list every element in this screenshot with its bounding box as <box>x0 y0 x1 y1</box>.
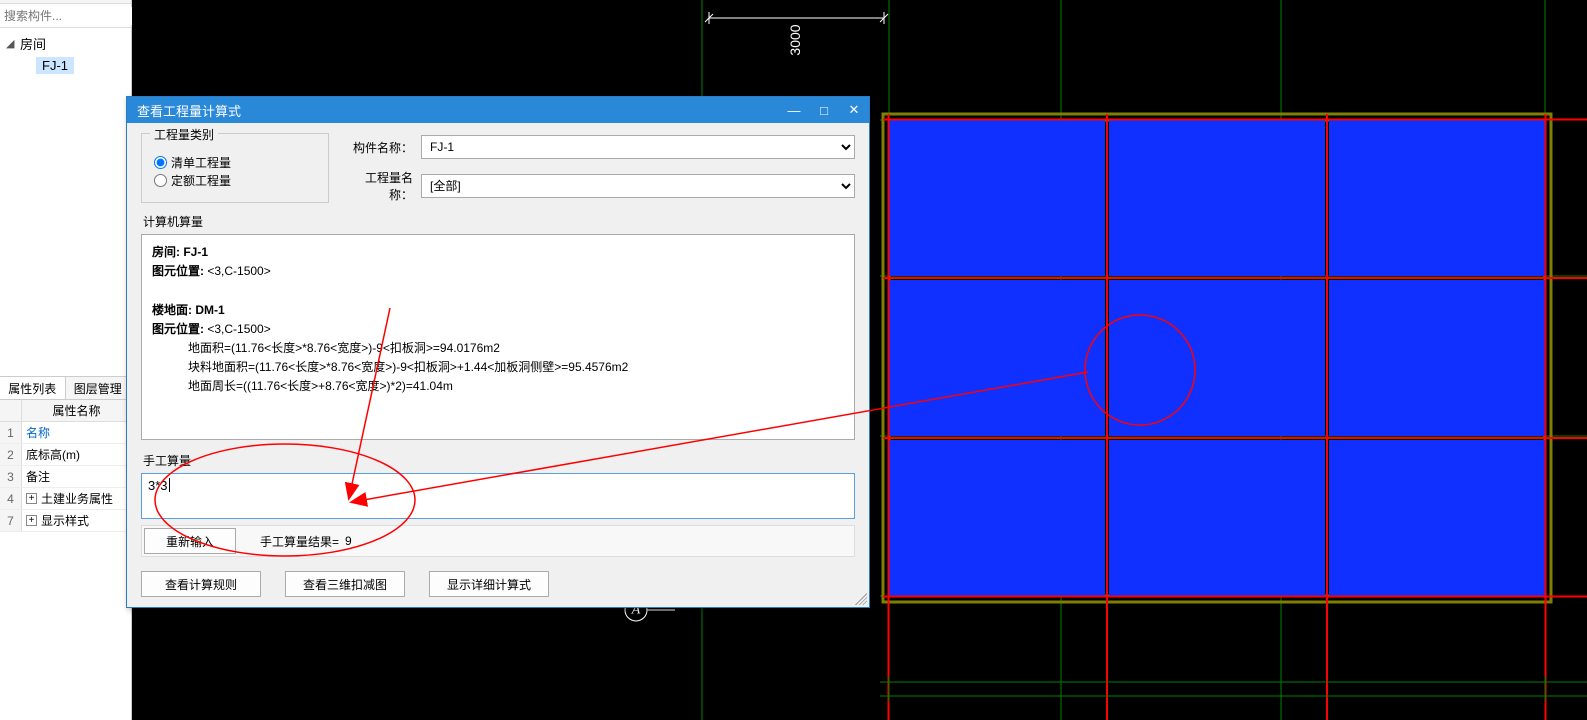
qty-type-group: 工程量类别 清单工程量 定额工程量 <box>141 133 329 203</box>
radio-list-qty[interactable]: 清单工程量 <box>154 154 231 171</box>
expand-icon[interactable]: + <box>26 515 37 526</box>
reinput-button[interactable]: 重新输入 <box>144 528 236 554</box>
prop-header: 属性名称 <box>22 400 131 421</box>
minimize-button[interactable]: — <box>779 97 809 123</box>
view-3d-button[interactable]: 查看三维扣减图 <box>285 571 405 597</box>
table-row: 1名称 <box>0 422 131 444</box>
qty-name-select[interactable]: [全部] <box>421 174 855 198</box>
qty-type-legend: 工程量类别 <box>150 126 218 143</box>
tree-root-label: 房间 <box>20 34 46 53</box>
dialog-titlebar[interactable]: 查看工程量计算式 — □ ✕ <box>127 97 869 123</box>
prop-name[interactable]: 名称 <box>22 422 131 443</box>
calc-dialog: 查看工程量计算式 — □ ✕ 工程量类别 清单工程量 定额工程量 构件名称： F… <box>126 96 870 608</box>
maximize-button[interactable]: □ <box>809 97 839 123</box>
manual-calc-title: 手工算量 <box>143 452 855 469</box>
radio-quota-qty-input[interactable] <box>154 174 167 187</box>
prop-bottom-elev[interactable]: 底标高(m) <box>22 444 131 465</box>
prop-civil-attrs[interactable]: +土建业务属性 <box>22 488 131 509</box>
prop-display-style[interactable]: +显示样式 <box>22 510 131 531</box>
svg-text:3000: 3000 <box>787 24 803 55</box>
view-rule-button[interactable]: 查看计算规则 <box>141 571 261 597</box>
tree-item-fj1[interactable]: FJ-1 <box>6 54 131 76</box>
component-search: 🔍 <box>0 4 131 28</box>
manual-calc-input[interactable]: 3*3 <box>141 473 855 519</box>
left-tabs: 属性列表 图层管理 <box>0 376 131 400</box>
table-row: 2底标高(m) <box>0 444 131 466</box>
table-row: 3备注 <box>0 466 131 488</box>
manual-result-value <box>339 530 854 552</box>
qty-name-label: 工程量名称： <box>343 169 413 203</box>
dialog-title: 查看工程量计算式 <box>137 101 779 120</box>
table-row: 4+土建业务属性 <box>0 488 131 510</box>
caret-down-icon: ◢ <box>6 37 20 50</box>
tab-properties[interactable]: 属性列表 <box>0 377 66 399</box>
tree-root-room[interactable]: ◢ 房间 <box>6 32 131 54</box>
auto-calc-title: 计算机算量 <box>143 213 855 230</box>
tab-layers[interactable]: 图层管理 <box>66 377 132 399</box>
table-row: 7+显示样式 <box>0 510 131 532</box>
expand-icon[interactable]: + <box>26 493 37 504</box>
tree-item-label: FJ-1 <box>36 57 74 74</box>
view-detail-button[interactable]: 显示详细计算式 <box>429 571 549 597</box>
close-button[interactable]: ✕ <box>839 97 869 123</box>
component-name-label: 构件名称： <box>343 139 413 156</box>
radio-list-qty-input[interactable] <box>154 156 167 169</box>
component-name-select[interactable]: FJ-1 <box>421 135 855 159</box>
prop-remark[interactable]: 备注 <box>22 466 131 487</box>
component-tree: ◢ 房间 FJ-1 <box>0 28 131 76</box>
property-grid: 属性名称 1名称 2底标高(m) 3备注 4+土建业务属性 7+显示样式 <box>0 400 131 532</box>
auto-calc-box[interactable]: 房间: FJ-1 图元位置: <3,C-1500> 楼地面: DM-1 图元位置… <box>141 234 855 440</box>
left-panel: 🔍 ◢ 房间 FJ-1 属性列表 图层管理 属性名称 1名称 2底标高(m) 3… <box>0 0 132 720</box>
radio-quota-qty[interactable]: 定额工程量 <box>154 172 231 189</box>
resize-grip[interactable] <box>855 593 867 605</box>
manual-result-label: 手工算量结果= <box>260 533 339 550</box>
